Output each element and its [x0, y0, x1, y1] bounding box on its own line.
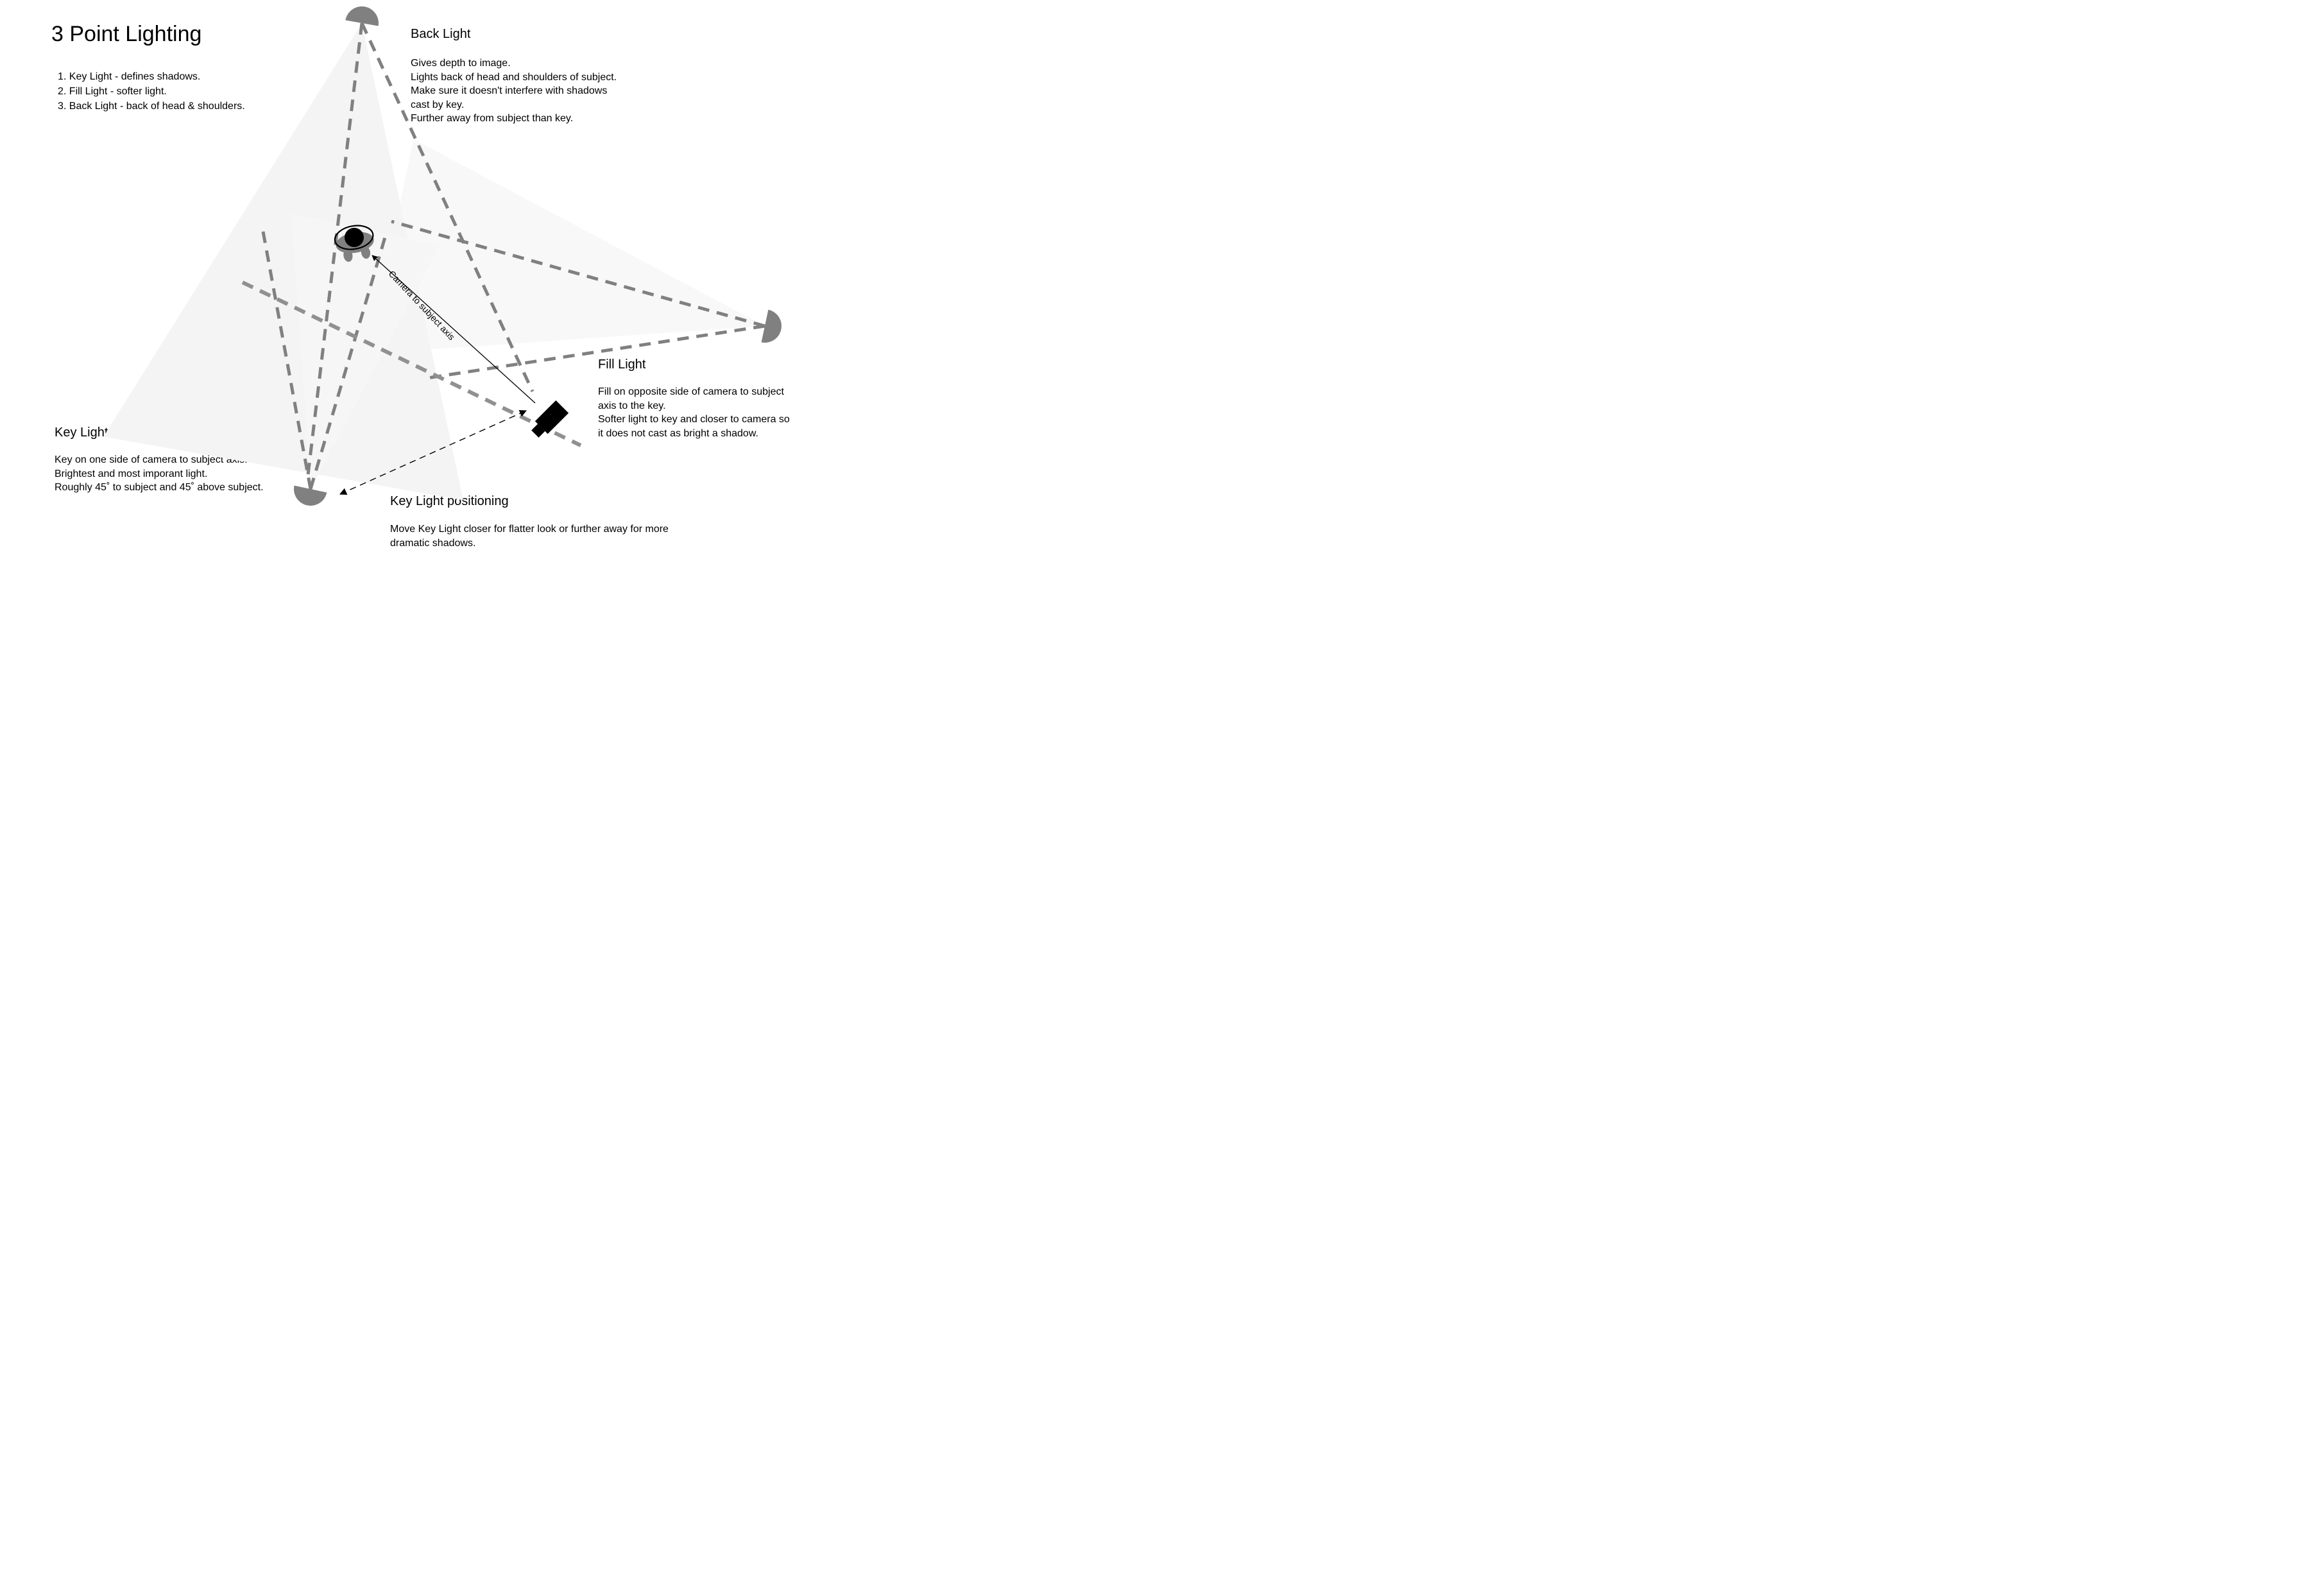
light-cones: [103, 23, 765, 500]
lighting-diagram-svg: Camera to subject axis: [0, 0, 847, 576]
lighting-diagram-stage: 3 Point Lighting 1. Key Light - defines …: [0, 0, 847, 576]
camera-icon: [529, 400, 568, 440]
